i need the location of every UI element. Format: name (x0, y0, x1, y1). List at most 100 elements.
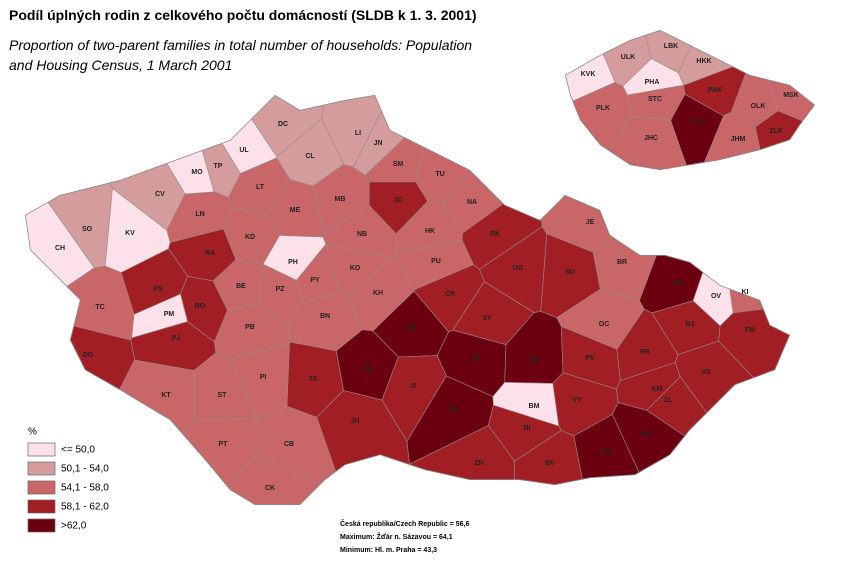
district-label: KM (652, 386, 663, 393)
district-label: KV (125, 230, 135, 237)
district-label: PT (219, 441, 229, 448)
district-label: ZLK (769, 128, 783, 135)
district-label: PJ (172, 335, 181, 342)
district-label: PM (164, 311, 175, 318)
district-label: KI (742, 289, 749, 296)
legend-swatch (27, 499, 56, 514)
district-label: MB (335, 196, 346, 203)
district-label: CV (155, 191, 165, 198)
district-label: MO (191, 169, 203, 176)
district-label: NJ (686, 321, 695, 328)
district-label: JN (374, 140, 383, 147)
district-label: BN (320, 313, 330, 320)
district-label: VYS (690, 119, 704, 126)
district-label: LT (256, 184, 265, 191)
district-label: PZ (276, 286, 286, 293)
district-label: JHM (731, 136, 746, 143)
district-label: TC (95, 304, 104, 311)
district-label: DC (278, 121, 288, 128)
district-label: TR (448, 407, 457, 414)
district-label: KVK (581, 71, 596, 78)
district-label: CB (284, 441, 294, 448)
district-label: NA (467, 199, 477, 206)
district-label: BM (529, 403, 540, 410)
district (611, 402, 790, 505)
district-label: PAK (708, 87, 722, 94)
legend-swatch (27, 518, 56, 533)
legend-label: >62,0 (61, 521, 87, 532)
subtitle: Proportion of two-parent families in tot… (9, 37, 472, 53)
district-label: PI (260, 374, 267, 381)
region-map (565, 30, 815, 170)
district-label: MSK (783, 92, 799, 99)
legend-label: <= 50,0 (61, 445, 95, 456)
district-label: ZR (471, 355, 480, 362)
district-label: BI (524, 425, 531, 432)
district-label: PV (585, 355, 595, 362)
district-label: ST (218, 392, 228, 399)
district-label: JI (410, 383, 416, 390)
district-label: ZL (664, 397, 673, 404)
district-label: JH (351, 418, 360, 425)
district-label: FM (745, 327, 755, 334)
district-label: HKK (696, 58, 711, 65)
district-label: RA (205, 250, 215, 257)
district-label: RK (490, 231, 500, 238)
district-label: TU (435, 171, 444, 178)
labels: DC CL LI JN UL TP MO SM TU LT CV JC MB NA ME LN SO KV CH NB… (55, 43, 799, 492)
legend-swatch (27, 480, 56, 495)
district-label: LN (195, 211, 204, 218)
note: Minimum: Hl. m. Praha = 43,3 (340, 547, 437, 554)
district-label: CH (55, 245, 65, 252)
district-label: SU (565, 269, 575, 276)
district-label: NB (357, 231, 367, 238)
legend-swatch (27, 461, 56, 476)
title: Podíl úplných rodin z celkového počtu do… (9, 7, 477, 23)
district-label: OP (673, 280, 683, 287)
legend-swatch (27, 442, 56, 457)
district-label: VY (572, 397, 582, 404)
border (565, 30, 815, 170)
district-label: UH (640, 431, 650, 438)
district-label: PE (363, 366, 373, 373)
district-label: UO (513, 265, 524, 272)
district (754, 110, 815, 170)
district (565, 81, 632, 170)
district-label: KO (350, 265, 361, 272)
district-label: SY (482, 315, 492, 322)
district-label: OC (599, 321, 610, 328)
legend: % <= 50,0 50,1 - 54,0 54,1 - 58,0 58,1 - 62… (27, 427, 109, 533)
district-label: KT (161, 392, 171, 399)
district-label: VS (701, 369, 711, 376)
district-label: BK (530, 357, 540, 364)
district-label: HO (601, 449, 612, 456)
district-label: PY (310, 277, 320, 284)
district-label: BE (236, 283, 246, 290)
district-label: KH (373, 290, 383, 297)
district-label: ULK (621, 54, 635, 61)
district-label: SO (82, 226, 93, 233)
district-label: BV (545, 460, 555, 467)
district-label: PB (245, 324, 255, 331)
district-label: TP (214, 163, 223, 170)
legend-label: 58,1 - 62,0 (61, 502, 109, 513)
district-label: BR (617, 259, 627, 266)
subtitle: and Housing Census, 1 March 2001 (9, 57, 232, 73)
district-label: LI (355, 130, 361, 137)
district-label: SM (393, 161, 404, 168)
district-label: DO (83, 352, 94, 359)
district-label: UL (239, 147, 249, 154)
note: Česká republika/Czech Republic = 56,6 (340, 519, 469, 528)
district-label: PU (431, 258, 441, 265)
district-label: CL (305, 153, 315, 160)
district-label: OLK (751, 103, 766, 110)
district-label: CR (445, 291, 455, 298)
district-label: ZN (474, 460, 483, 467)
legend-title: % (28, 427, 37, 438)
district-label: KD (245, 234, 255, 241)
district-label: HK (425, 228, 435, 235)
note: Maximum: Žďár n. Sázavou = 64,1 (340, 532, 453, 541)
district-label: HB (406, 324, 416, 331)
district-label: JE (586, 219, 595, 226)
district-label: ME (290, 207, 301, 214)
